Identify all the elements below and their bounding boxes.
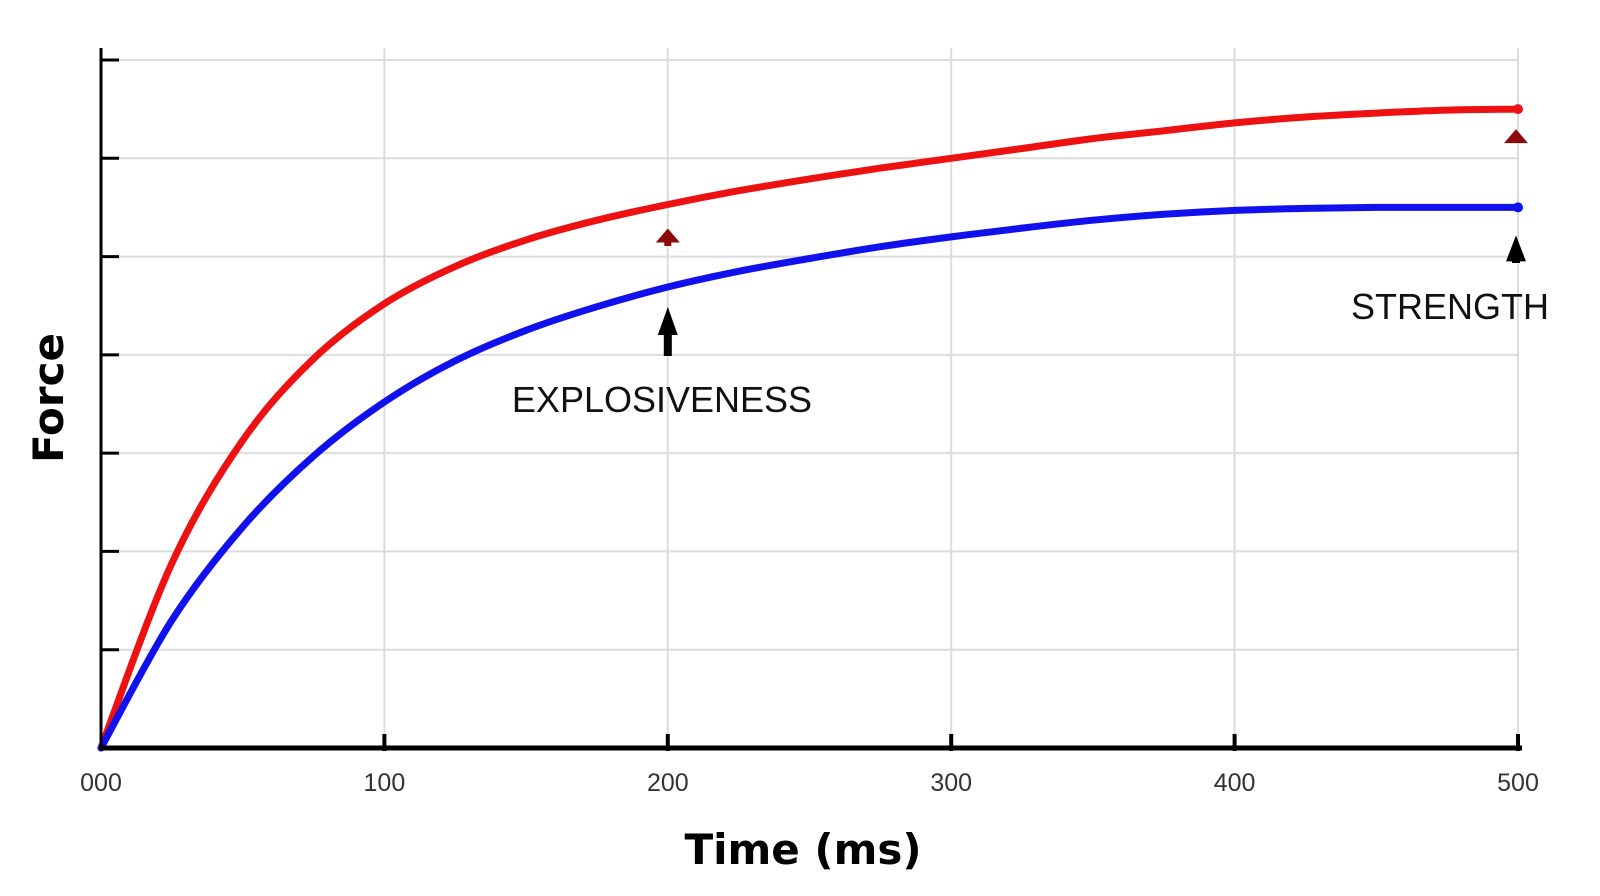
ticks xyxy=(101,58,1520,751)
x-tick-label: 200 xyxy=(647,769,689,797)
x-tick-label: 400 xyxy=(1214,769,1256,797)
series-end-point-red xyxy=(1513,104,1523,115)
explosiveness-gain-arrow-shaft xyxy=(664,241,672,246)
explosiveness-gain-arrow-head xyxy=(655,228,680,243)
x-axis-title: Time (ms) xyxy=(684,825,921,874)
y-axis-title: Force xyxy=(24,333,73,463)
series-lines xyxy=(97,104,1523,752)
explosiveness-arrow-head xyxy=(657,307,678,336)
axes xyxy=(99,48,1522,751)
series-line-blue xyxy=(97,203,1522,752)
strength-gain-arrow-head xyxy=(1504,129,1528,144)
x-tick-label: 500 xyxy=(1497,769,1539,797)
strength-arrow-head xyxy=(1506,235,1526,262)
series-end-point-blue xyxy=(1513,202,1523,213)
arrows xyxy=(655,129,1528,356)
explosiveness-label: EXPLOSIVENESS xyxy=(512,379,812,420)
x-tick-label: 300 xyxy=(930,769,972,797)
strength-label: STRENGTH xyxy=(1351,286,1549,327)
strength-arrow-shaft xyxy=(1512,260,1520,263)
series-line-red xyxy=(97,105,1522,752)
x-tick-label: 000 xyxy=(80,769,122,797)
x-tick-label: 100 xyxy=(364,769,406,797)
x-tick-labels: 000 100 200 300 400 500 xyxy=(80,769,1539,797)
explosiveness-arrow-shaft xyxy=(663,334,672,356)
